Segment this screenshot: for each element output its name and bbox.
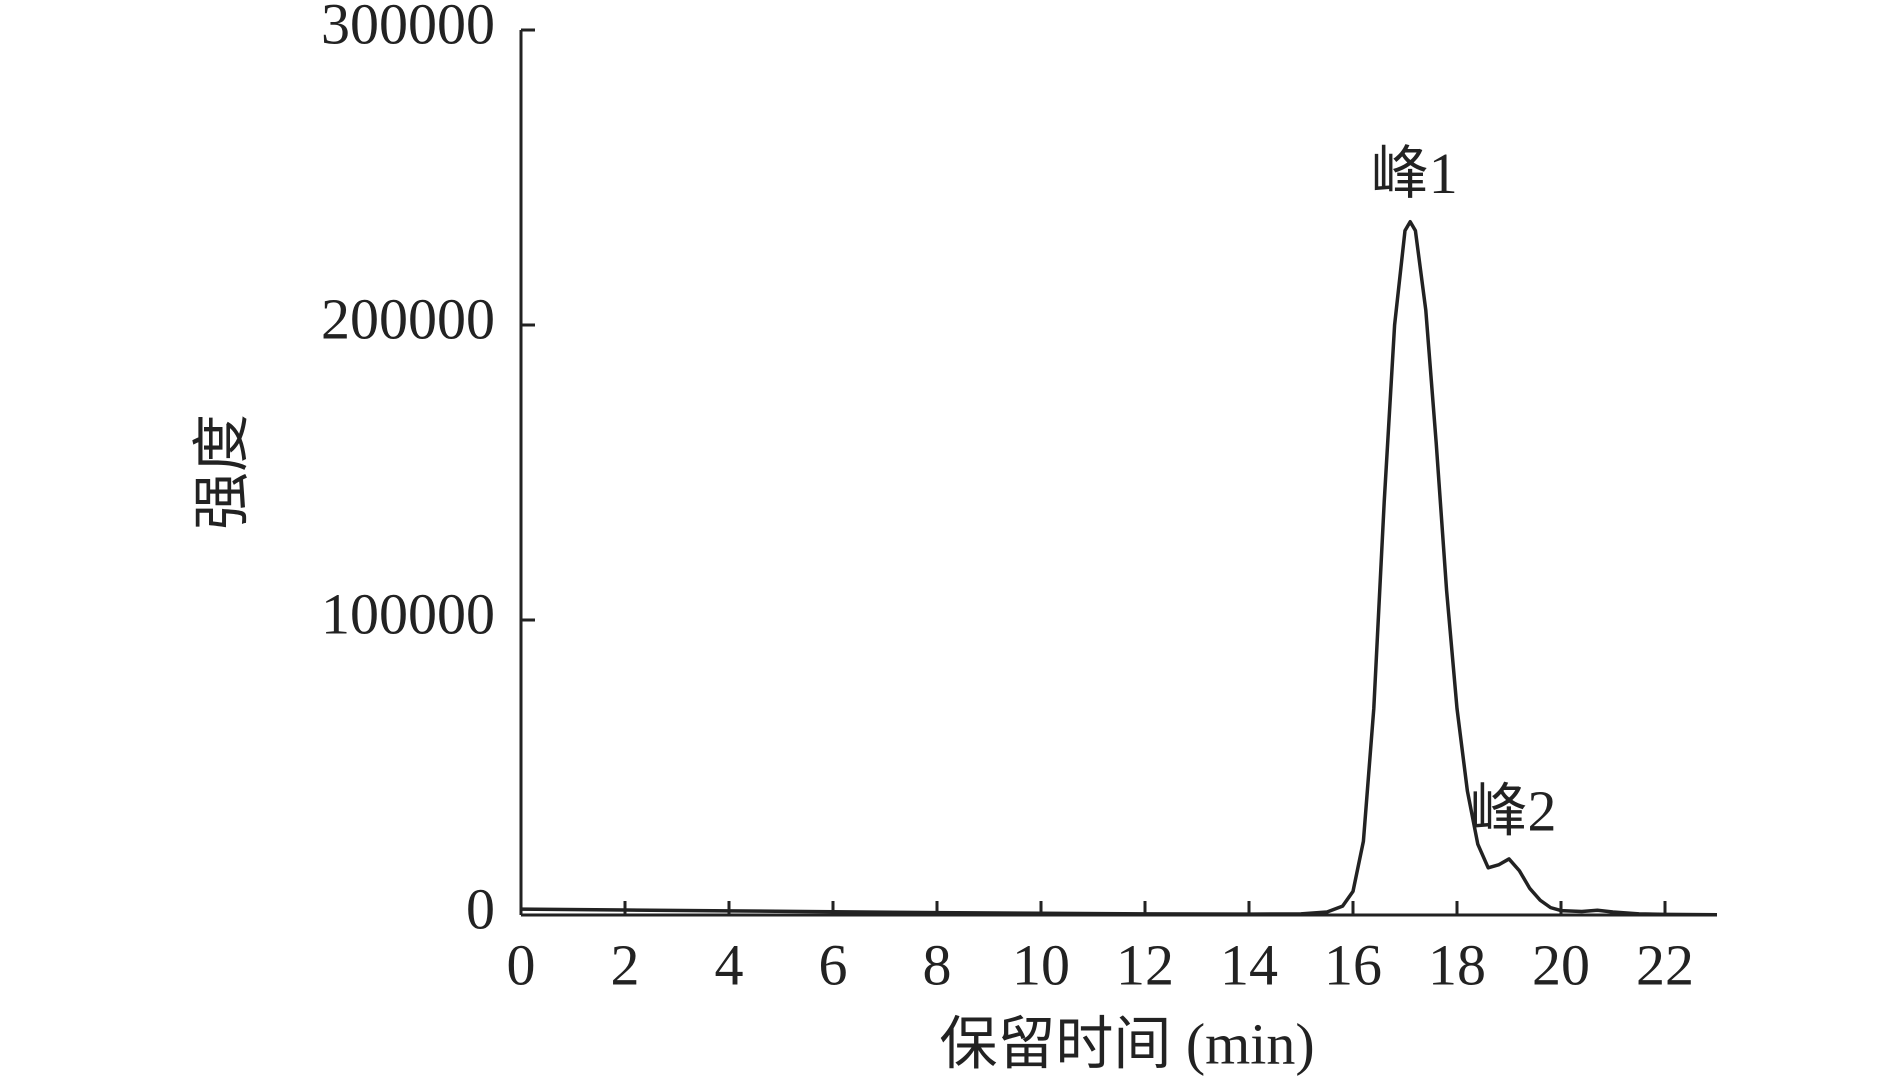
x-tick-label: 2 xyxy=(611,932,640,997)
x-tick-label: 8 xyxy=(923,932,952,997)
y-axis-label: 强度 xyxy=(189,414,254,530)
x-tick-label: 12 xyxy=(1116,932,1174,997)
x-tick-label: 4 xyxy=(715,932,744,997)
y-tick-label: 200000 xyxy=(321,286,495,351)
x-tick-label: 18 xyxy=(1428,932,1486,997)
data-line xyxy=(520,220,1718,917)
y-tick-label: 0 xyxy=(466,876,495,941)
x-tick-label: 14 xyxy=(1220,932,1278,997)
x-tick-label: 20 xyxy=(1532,932,1590,997)
y-tick-label: 300000 xyxy=(321,0,495,56)
x-tick-label: 10 xyxy=(1012,932,1070,997)
y-tick-label: 100000 xyxy=(321,581,495,646)
x-axis-label: 保留时间 (min) xyxy=(939,1011,1314,1076)
x-tick-label: 16 xyxy=(1324,932,1382,997)
x-tick-label: 22 xyxy=(1636,932,1694,997)
x-tick-label: 6 xyxy=(819,932,848,997)
annotation: 峰2 xyxy=(1469,778,1556,843)
annotation: 峰1 xyxy=(1371,141,1458,206)
x-tick-label: 0 xyxy=(507,932,536,997)
